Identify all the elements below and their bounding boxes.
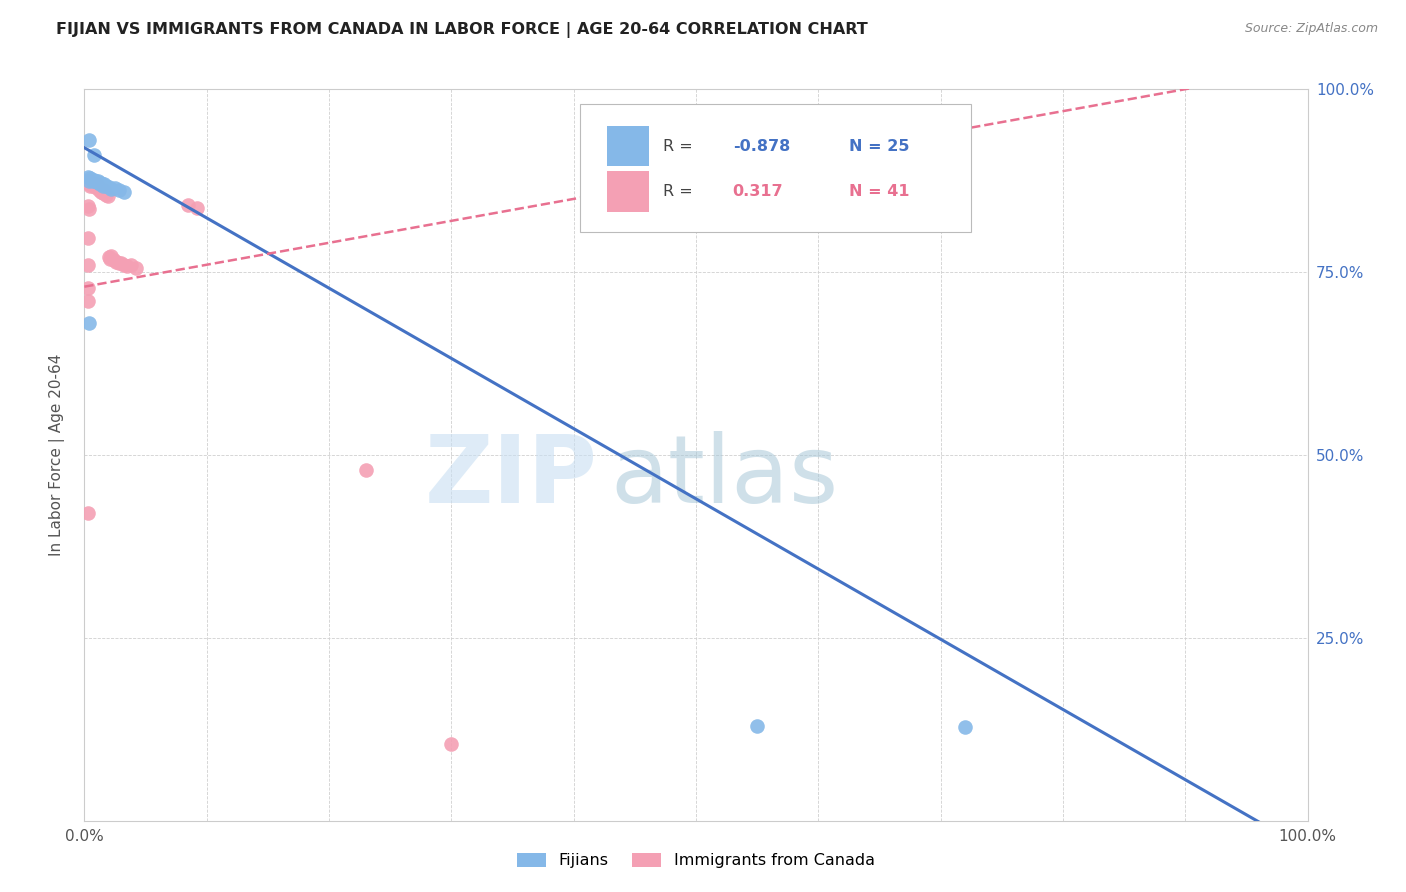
Point — [80, 173, 103, 187]
Point — [79, 171, 101, 186]
Point — [747, 718, 769, 732]
Point — [77, 507, 100, 521]
Y-axis label: In Labor Force | Age 20-64: In Labor Force | Age 20-64 — [49, 354, 65, 556]
Point — [83, 178, 105, 193]
Point — [77, 316, 100, 330]
Point — [100, 182, 122, 196]
Point — [87, 173, 110, 188]
Point — [83, 173, 105, 187]
Point — [86, 178, 108, 192]
Point — [77, 202, 100, 216]
Point — [98, 252, 121, 266]
Point — [104, 181, 127, 195]
Point — [89, 182, 111, 196]
Point — [105, 255, 128, 269]
Text: ZIP: ZIP — [425, 431, 598, 523]
Point — [77, 199, 100, 213]
Point — [87, 176, 110, 190]
Point — [77, 178, 100, 192]
Point — [79, 176, 101, 190]
FancyBboxPatch shape — [606, 126, 650, 167]
Point — [97, 180, 120, 194]
Point — [90, 176, 112, 190]
Point — [177, 198, 200, 212]
Point — [440, 737, 463, 751]
Point — [77, 294, 100, 309]
Text: N = 41: N = 41 — [849, 184, 910, 199]
Point — [77, 169, 100, 184]
Point — [96, 178, 118, 193]
Point — [107, 256, 129, 270]
Point — [953, 720, 976, 734]
Point — [103, 253, 125, 268]
Point — [77, 133, 100, 147]
Text: atlas: atlas — [610, 431, 838, 523]
Point — [82, 176, 104, 190]
Point — [80, 178, 103, 192]
Point — [82, 174, 104, 188]
Point — [77, 258, 100, 272]
Point — [186, 201, 208, 215]
Point — [77, 173, 100, 187]
Text: FIJIAN VS IMMIGRANTS FROM CANADA IN LABOR FORCE | AGE 20-64 CORRELATION CHART: FIJIAN VS IMMIGRANTS FROM CANADA IN LABO… — [56, 22, 868, 38]
Point — [91, 186, 114, 200]
Point — [97, 189, 120, 203]
Point — [90, 185, 112, 199]
Point — [77, 174, 100, 188]
Point — [112, 185, 135, 199]
Text: 0.317: 0.317 — [733, 184, 783, 199]
Text: R =: R = — [664, 139, 697, 153]
Point — [77, 231, 100, 245]
Point — [91, 178, 114, 193]
Point — [110, 256, 132, 270]
Point — [93, 178, 115, 192]
Point — [86, 175, 108, 189]
Text: Source: ZipAtlas.com: Source: ZipAtlas.com — [1244, 22, 1378, 36]
Point — [354, 462, 377, 476]
Legend: Fijians, Immigrants from Canada: Fijians, Immigrants from Canada — [510, 847, 882, 875]
Point — [84, 180, 107, 194]
Text: N = 25: N = 25 — [849, 139, 910, 153]
Point — [79, 178, 101, 193]
Text: -0.878: -0.878 — [733, 139, 790, 153]
Point — [115, 259, 138, 273]
Point — [120, 258, 142, 272]
Point — [83, 148, 105, 162]
Point — [87, 183, 110, 197]
Point — [97, 251, 120, 265]
Point — [84, 174, 107, 188]
Point — [100, 249, 122, 263]
Point — [107, 183, 129, 197]
Point — [77, 173, 100, 188]
FancyBboxPatch shape — [579, 103, 972, 232]
Point — [94, 186, 117, 200]
Point — [93, 183, 115, 197]
Point — [89, 178, 111, 192]
Point — [77, 281, 100, 295]
Point — [112, 258, 135, 272]
Text: R =: R = — [664, 184, 703, 199]
Point — [87, 180, 110, 194]
Point — [125, 260, 148, 275]
Point — [96, 187, 118, 202]
FancyBboxPatch shape — [606, 171, 650, 211]
